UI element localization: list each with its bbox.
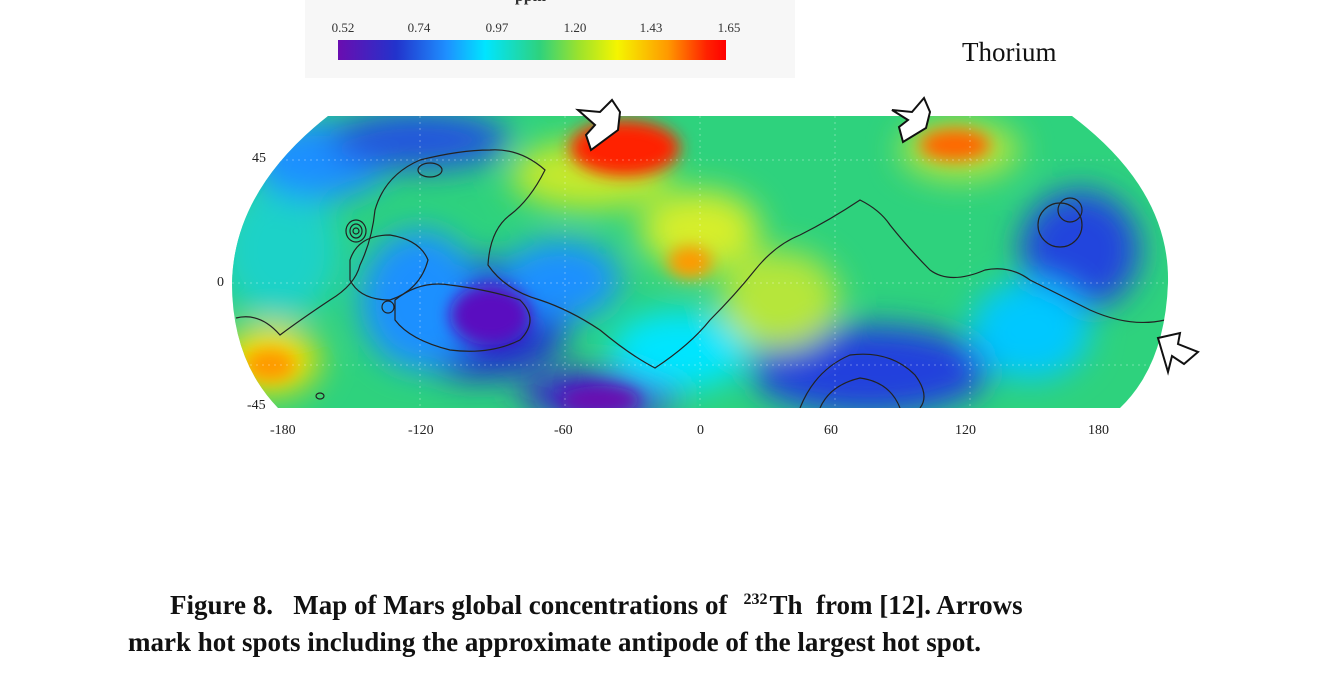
y-tick-label: 0 xyxy=(217,275,224,290)
colorbar-tick: 0.52 xyxy=(331,20,355,35)
y-tick-label: 45 xyxy=(252,151,266,166)
antipode-arrow xyxy=(1156,331,1200,376)
colorbar-tick: 1.65 xyxy=(717,20,741,35)
isotope-mass: 232 xyxy=(743,591,768,608)
map-body xyxy=(232,116,1169,408)
colorbar-tick: 1.20 xyxy=(563,20,587,35)
y-tick-label: -45 xyxy=(247,398,266,413)
x-tick-label: 120 xyxy=(955,423,976,438)
map-title: Thorium xyxy=(962,37,1057,67)
colorbar-tick: 1.43 xyxy=(639,20,663,35)
x-tick-label: 60 xyxy=(824,423,838,438)
figure-label: Figure 8. xyxy=(170,590,273,620)
mars-map xyxy=(232,96,1200,408)
caption-line-2: mark hot spots including the approximate… xyxy=(128,627,982,657)
colorbar-tick: 0.97 xyxy=(485,20,509,35)
colorbar-gradient xyxy=(338,40,726,60)
x-tick-label: 0 xyxy=(697,423,704,438)
hot-spot-arrow xyxy=(575,98,622,152)
x-tick-label: -60 xyxy=(554,423,573,438)
colorbar-ticks: 0.52 0.74 0.97 1.20 1.43 1.65 xyxy=(325,20,755,36)
colorbar-tick: 0.74 xyxy=(407,20,431,35)
x-tick-label: -180 xyxy=(270,423,296,438)
element-symbol: Th xyxy=(769,590,803,620)
thorium-map-figure: ppm 0.52 0.74 0.97 1.20 1.43 1.65 Thoriu… xyxy=(217,0,1200,438)
caption-text: from [12]. Arrows xyxy=(815,590,1023,620)
colorbar-panel xyxy=(305,0,795,78)
x-tick-label: -120 xyxy=(408,423,434,438)
caption-line-1: Figure 8. Map of Mars global concentrati… xyxy=(170,578,1023,627)
topography-contours xyxy=(235,149,1166,408)
hot-spot-arrow xyxy=(891,96,932,144)
x-tick-label: 180 xyxy=(1088,423,1109,438)
caption-text: Map of Mars global concentrations of xyxy=(293,590,728,620)
colorbar-unit: ppm xyxy=(515,0,546,6)
